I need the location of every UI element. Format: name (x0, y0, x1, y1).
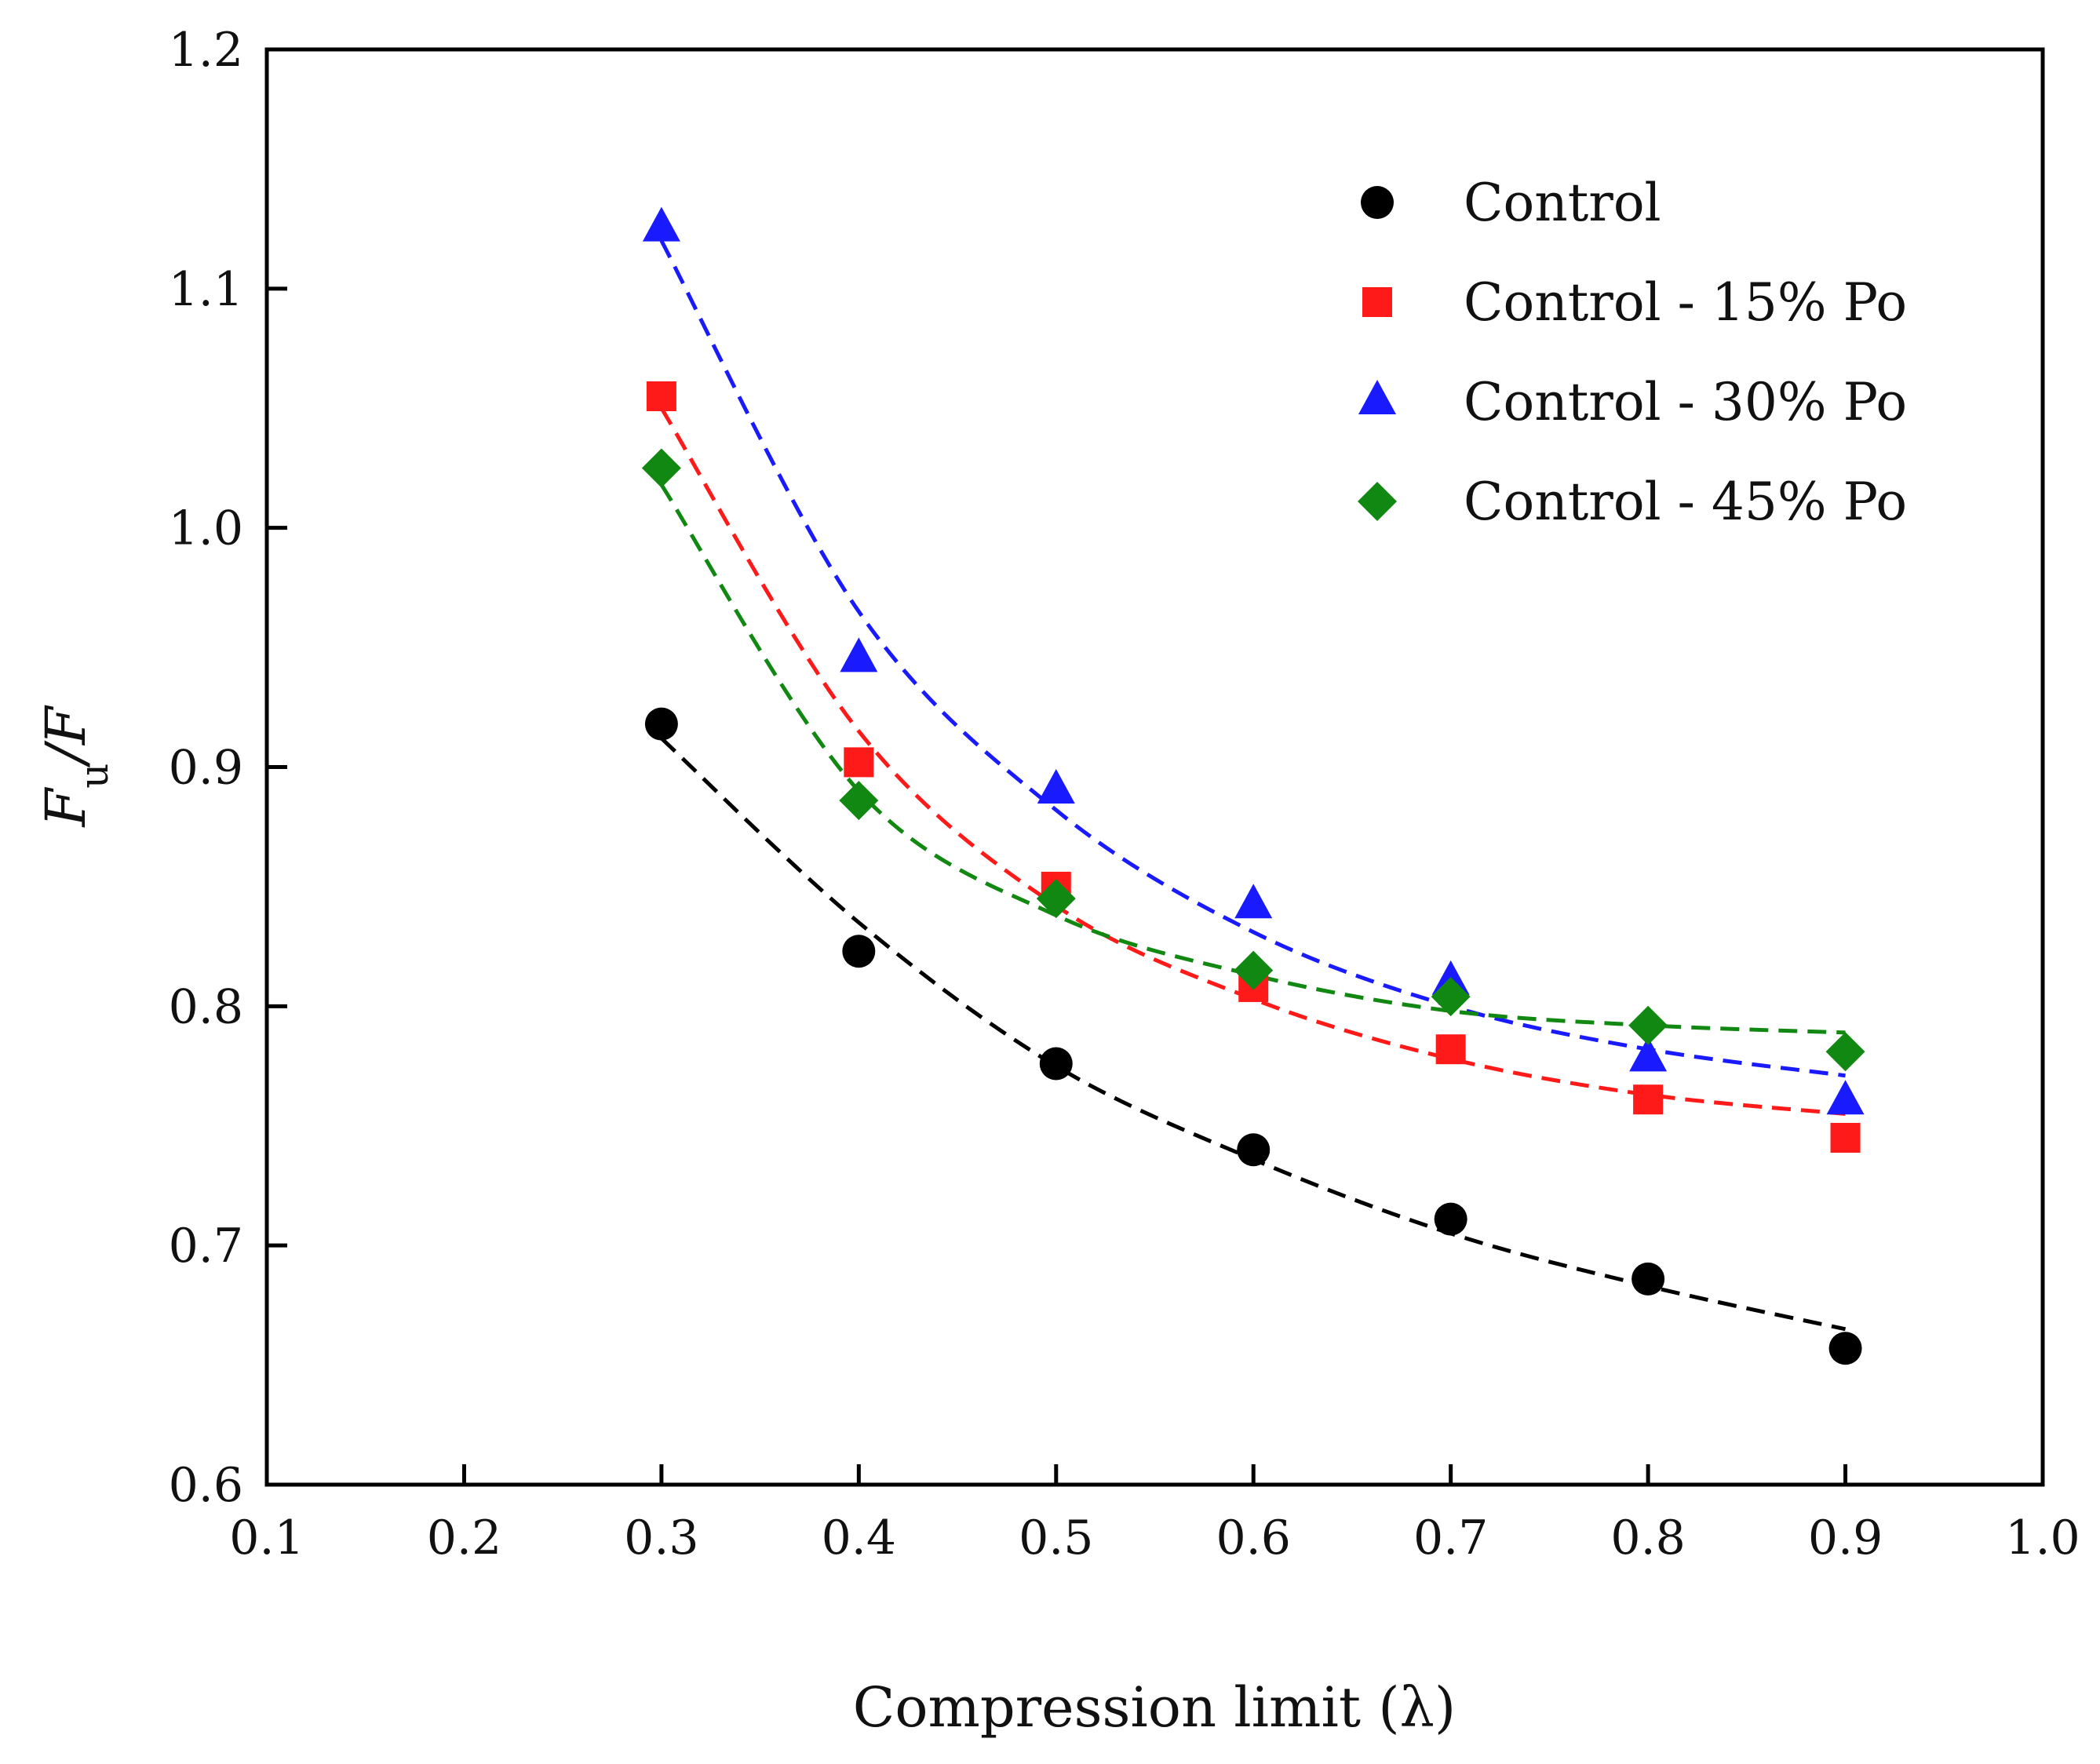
x-axis-title: Compression limit (λ) (853, 1675, 1456, 1740)
y-tick-label: 1.0 (169, 501, 243, 556)
data-point (1830, 1122, 1861, 1153)
data-point (1037, 768, 1075, 804)
legend-label: Control - 30% Po (1464, 372, 1907, 432)
x-tick-label: 0.5 (1019, 1511, 1093, 1565)
y-axis-title-main: F (34, 786, 98, 828)
y-tick-label: 1.1 (169, 262, 243, 317)
x-tick-label: 0.8 (1610, 1511, 1685, 1565)
y-tick-label: 1.2 (169, 23, 243, 78)
legend-marker (1358, 380, 1396, 414)
data-point (1825, 1032, 1865, 1072)
x-tick-label: 0.7 (1413, 1511, 1488, 1565)
y-axis-title-sub: u (71, 764, 117, 789)
x-tick-label: 0.1 (229, 1511, 304, 1565)
data-point (1628, 1005, 1668, 1045)
data-point (642, 206, 680, 242)
fit-curve (659, 239, 1846, 1078)
data-point (1039, 1047, 1073, 1081)
y-tick-label: 0.7 (169, 1219, 243, 1274)
y-tick-label: 0.9 (169, 741, 243, 796)
data-point (1629, 1037, 1668, 1072)
data-point (641, 448, 681, 488)
x-tick-label: 0.3 (624, 1511, 698, 1565)
data-point (1828, 1332, 1862, 1365)
x-tick-label: 0.9 (1808, 1511, 1883, 1565)
y-axis-title-rest: /F (34, 705, 98, 768)
legend-label: Control - 15% Po (1464, 272, 1907, 333)
legend-marker (1358, 482, 1397, 521)
data-point (1633, 1084, 1664, 1115)
data-point (644, 707, 678, 741)
data-points (641, 206, 1865, 1365)
legend-marker (1362, 287, 1392, 317)
data-point (1435, 1034, 1466, 1065)
fit-curve (659, 483, 1846, 1035)
legend-label: Control - 45% Po (1464, 472, 1907, 532)
data-point (1234, 950, 1274, 990)
data-point (1234, 884, 1273, 919)
x-axis-ticks: 0.1 0.2 0.3 0.4 0.5 0.6 0.7 0.8 0.9 1.0 (229, 1464, 2080, 1565)
data-point (1036, 879, 1076, 919)
data-point (1826, 1080, 1865, 1115)
fit-curve (660, 737, 1847, 1332)
x-tick-label: 0.4 (822, 1511, 896, 1565)
y-axis-title: Fu/F (34, 705, 117, 828)
data-point (842, 935, 876, 968)
data-point (1237, 1133, 1271, 1167)
y-tick-label: 0.6 (169, 1458, 243, 1513)
legend-marker (1361, 186, 1394, 219)
plot-frame (264, 47, 2045, 1487)
x-tick-label: 0.6 (1216, 1511, 1291, 1565)
data-point (646, 381, 676, 412)
data-point (1431, 977, 1471, 1017)
data-point (1434, 1202, 1467, 1236)
y-axis-ticks: 0.6 0.7 0.8 0.9 1.0 1.1 1.2 (169, 23, 287, 1513)
data-point (844, 747, 874, 778)
data-point (1632, 1262, 1665, 1296)
x-tick-label: 1.0 (2005, 1511, 2080, 1565)
y-tick-label: 0.8 (169, 979, 243, 1034)
data-point (840, 637, 878, 672)
x-tick-label: 0.2 (427, 1511, 501, 1565)
legend: Control Control - 15% Po Control - 30% Po C… (1358, 173, 1907, 532)
legend-label: Control (1464, 173, 1661, 233)
data-point (839, 781, 879, 821)
